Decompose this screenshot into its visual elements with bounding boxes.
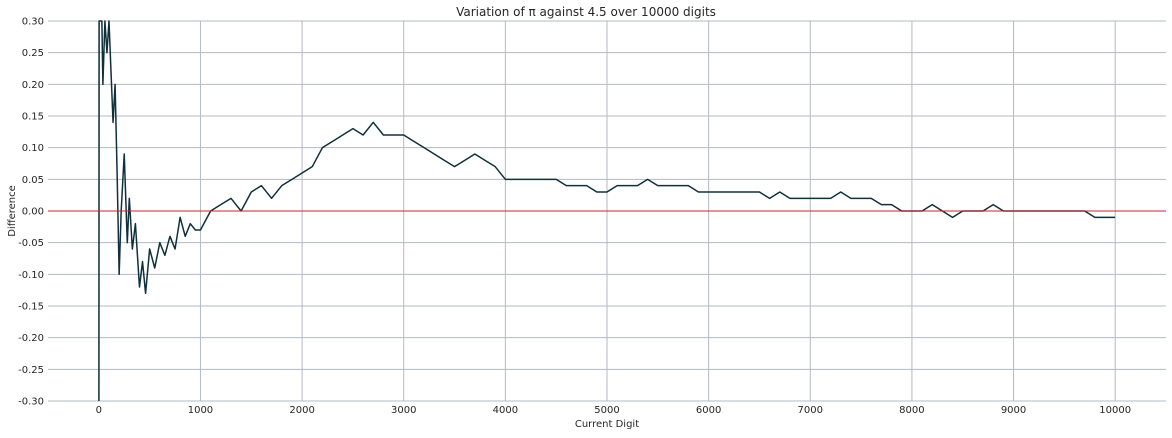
y-tick-label: -0.10 [18, 270, 44, 281]
x-tick-label: 9000 [1001, 405, 1026, 416]
x-tick-label: 0 [96, 405, 102, 416]
x-tick-label: 5000 [594, 405, 619, 416]
plot-area: 0 1000 2000 3000 4000 5000 6000 7000 8000 9000 100… [18, 17, 1166, 416]
y-tick-label: -0.20 [18, 333, 44, 344]
y-tick-label: 0.05 [22, 175, 44, 186]
y-tick-label: 0.10 [22, 143, 44, 154]
x-tick-label: 3000 [391, 405, 416, 416]
x-tick-label: 6000 [696, 405, 721, 416]
y-tick-label: -0.05 [18, 238, 44, 249]
y-tick-label: 0.00 [22, 207, 44, 218]
y-tick-label: 0.25 [22, 48, 44, 59]
x-tick-label: 1000 [188, 405, 213, 416]
y-axis-label: Difference [7, 185, 18, 237]
x-tick-label: 8000 [899, 405, 924, 416]
y-tick-label: -0.15 [18, 302, 44, 313]
y-tick-label: 0.20 [22, 80, 44, 91]
chart-title: Variation of π against 4.5 over 10000 di… [456, 5, 716, 19]
x-tick-label: 2000 [289, 405, 314, 416]
y-tick-label: -0.25 [18, 365, 44, 376]
x-tick-label: 10000 [1099, 405, 1131, 416]
y-tick-label: 0.15 [22, 112, 44, 123]
x-tick-label: 4000 [493, 405, 518, 416]
x-tick-label: 7000 [798, 405, 823, 416]
y-tick-label: 0.30 [22, 17, 44, 28]
y-tick-label: -0.30 [18, 397, 44, 408]
x-axis-label: Current Digit [575, 419, 639, 430]
